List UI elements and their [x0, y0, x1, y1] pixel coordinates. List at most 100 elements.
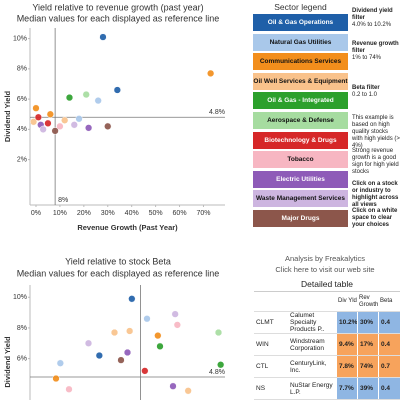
point[interactable]	[117, 356, 125, 364]
x-tick-label: 50%	[149, 210, 163, 217]
y-tick-label: 8%	[17, 325, 27, 332]
point[interactable]	[184, 387, 192, 395]
legend-item[interactable]: Biotechnology & Drugs	[253, 131, 348, 149]
y-tick-label: 6%	[17, 355, 27, 362]
point[interactable]	[84, 339, 93, 347]
point[interactable]	[94, 96, 102, 105]
chart-title: Yield relative to stock Beta	[65, 256, 171, 266]
table: Detailed table Div Yld Rev Growth Beta CLMT…	[254, 279, 400, 400]
note-text: This example is based on high quality st…	[352, 115, 400, 149]
legend-item[interactable]: Electric Utilities	[253, 170, 348, 188]
legend-title: Sector legend	[274, 2, 327, 12]
point[interactable]	[173, 321, 181, 329]
point[interactable]	[104, 122, 112, 130]
note: Beta filter 0.2 to 1.0	[352, 85, 400, 99]
table-cell: 0.4	[378, 334, 400, 355]
point[interactable]	[65, 93, 74, 102]
y-tick-label: 10%	[13, 294, 27, 301]
note-title: Beta filter	[352, 85, 380, 91]
point[interactable]	[82, 90, 90, 99]
credit-line: Analysis by Freakalytics	[284, 254, 366, 263]
point[interactable]	[123, 348, 132, 357]
point[interactable]	[51, 127, 59, 135]
point[interactable]	[44, 119, 52, 127]
point[interactable]	[169, 382, 177, 390]
note: Dividend yield filter 4.0% to 10.2%	[352, 8, 400, 29]
point[interactable]	[56, 122, 64, 130]
chart-subtitle: Median values for each displayed as refe…	[17, 13, 220, 23]
credit-link[interactable]: Click here to visit our web site	[275, 265, 375, 274]
point[interactable]	[154, 331, 162, 340]
table-cell: 9.4%	[336, 334, 357, 355]
point[interactable]	[214, 328, 223, 337]
table-cell: Windstream Corporation	[290, 337, 325, 352]
legend-item[interactable]: Oil & Gas Operations	[253, 14, 348, 31]
x-tick-label: 40%	[125, 210, 139, 217]
point[interactable]	[141, 367, 149, 375]
point[interactable]	[84, 124, 93, 132]
x-tick-label: 20%	[77, 210, 91, 217]
table-header: Div Yld Rev Growth Beta	[254, 292, 400, 312]
note-text: 0.2 to 1.0	[352, 92, 378, 98]
point[interactable]	[65, 385, 73, 393]
chart: Yield relative to stock Beta Median value…	[3, 256, 225, 400]
table-cell: 17%	[357, 334, 378, 355]
point[interactable]	[56, 359, 64, 367]
column-header: Rev Growth	[359, 295, 379, 308]
table-row[interactable]: NS NuStar Energy L.P. 7.7% 39% 0.4	[254, 378, 400, 400]
legend-item[interactable]: Oil & Gas - Integrated	[253, 92, 348, 110]
point[interactable]	[75, 115, 83, 123]
point[interactable]	[113, 86, 121, 94]
chart-subtitle: Median values for each displayed as refe…	[17, 268, 220, 278]
point[interactable]	[110, 328, 119, 337]
x-axis-label: Revenue Growth (Past Year)	[77, 223, 178, 232]
note-title: Dividend yield filter	[352, 8, 393, 21]
point[interactable]	[143, 315, 151, 323]
legend-item[interactable]: Natural Gas Utilities	[253, 33, 348, 51]
point[interactable]	[61, 116, 69, 124]
table-cell: 30%	[357, 312, 378, 333]
legend-item[interactable]: Aerospace & Defense	[253, 112, 348, 129]
point[interactable]	[95, 351, 103, 360]
legend-item[interactable]: Major Drugs	[253, 210, 348, 227]
legend-item[interactable]: Tobacco	[253, 151, 348, 169]
y-tick-label: 6%	[17, 96, 27, 103]
table-cell: CTL	[256, 363, 269, 370]
table-cell: 74%	[357, 356, 378, 377]
table-cell: WIN	[256, 341, 269, 348]
y-axis-label: Dividend Yield	[3, 90, 12, 142]
point[interactable]	[217, 361, 225, 369]
note: Click on a stock or industry to highligh…	[352, 181, 400, 209]
legend-item[interactable]: Communications Services	[253, 53, 348, 71]
point[interactable]	[206, 69, 215, 78]
legend-item[interactable]: Oil Well Services & Equipment	[253, 72, 348, 90]
point[interactable]	[46, 110, 54, 118]
point[interactable]	[29, 118, 38, 126]
table-cell: CLMT	[256, 319, 274, 326]
spacer	[254, 292, 336, 311]
point[interactable]	[128, 295, 136, 303]
credit[interactable]: Analysis by Freakalytics Click here to v…	[250, 253, 400, 275]
point[interactable]	[70, 121, 78, 129]
point[interactable]	[126, 327, 134, 335]
y-tick-label: 8%	[17, 66, 27, 73]
point[interactable]	[99, 33, 107, 41]
point[interactable]	[52, 374, 60, 383]
legend-item[interactable]: Waste Management Services	[253, 190, 348, 208]
chart: Yield relative to revenue growth (past y…	[3, 2, 225, 232]
x-tick-label: 60%	[173, 210, 187, 217]
reference-label: 4.8%	[209, 109, 225, 116]
table-cell: NS	[256, 385, 266, 392]
point[interactable]	[156, 342, 164, 350]
point[interactable]	[32, 104, 40, 112]
table-row[interactable]: WIN Windstream Corporation 9.4% 17% 0.4	[254, 334, 400, 356]
table-row[interactable]: CLMT Calumet Specialty Products P.. 10.2% 3…	[254, 312, 400, 334]
point[interactable]	[171, 310, 179, 318]
point[interactable]	[34, 113, 43, 121]
point[interactable]	[39, 125, 47, 134]
reference-label: 4.8%	[209, 369, 225, 376]
y-tick-label: 10%	[13, 35, 27, 42]
table-row[interactable]: CTL CenturyLink, Inc. 7.8% 74% 0.7	[254, 356, 400, 378]
table-cell: 0.4	[378, 312, 400, 333]
